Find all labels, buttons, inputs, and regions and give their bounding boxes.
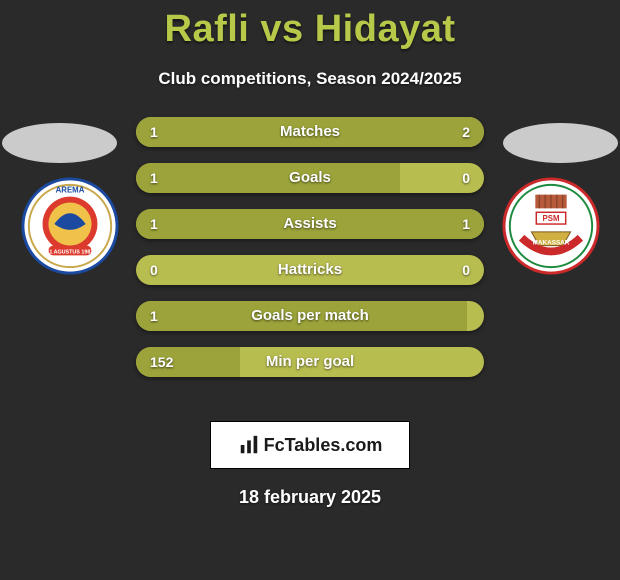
bar-left-value: 1 [150, 301, 158, 331]
stat-row-hattricks: Hattricks0 0 [136, 255, 484, 285]
bar-label: Goals per match [136, 301, 484, 331]
bar-left-value: 152 [150, 347, 173, 377]
page-title: Rafli vs Hidayat [0, 0, 620, 51]
bar-left-value: 0 [150, 255, 158, 285]
stat-row-matches: Matches1 2 [136, 117, 484, 147]
svg-text:11 AGUSTUS 1987: 11 AGUSTUS 1987 [47, 249, 94, 255]
stat-row-goals: Goals1 0 [136, 163, 484, 193]
bar-label: Matches [136, 117, 484, 147]
bar-left-value: 1 [150, 117, 158, 147]
stat-row-min-per-goal: Min per goal152 [136, 347, 484, 377]
bar-right-value: 0 [462, 163, 470, 193]
bar-label: Hattricks [136, 255, 484, 285]
bar-label: Goals [136, 163, 484, 193]
bar-left-value: 1 [150, 209, 158, 239]
bar-right-value: 2 [462, 117, 470, 147]
branding-text: FcTables.com [264, 435, 383, 456]
team-crest-right: PSM MAKASSAR [502, 177, 600, 275]
branding-badge: FcTables.com [210, 421, 410, 469]
bar-label: Min per goal [136, 347, 484, 377]
svg-text:PSM: PSM [543, 214, 560, 223]
svg-text:AREMA: AREMA [56, 186, 85, 195]
bar-right-value: 0 [462, 255, 470, 285]
bar-label: Assists [136, 209, 484, 239]
stat-row-assists: Assists1 1 [136, 209, 484, 239]
team-crest-left: AREMA 11 AGUSTUS 1987 [21, 177, 119, 275]
subtitle: Club competitions, Season 2024/2025 [0, 69, 620, 89]
stat-bars: Matches12Goals10Assists11Hattricks00Goal… [136, 117, 484, 393]
comparison-stage: AREMA 11 AGUSTUS 1987 PSM MAKASSAR Match… [0, 117, 620, 417]
stat-row-goals-per-match: Goals per match1 [136, 301, 484, 331]
player-right-ellipse [503, 123, 618, 163]
svg-text:MAKASSAR: MAKASSAR [533, 240, 570, 247]
chart-icon [238, 434, 260, 456]
bar-right-value: 1 [462, 209, 470, 239]
player-left-ellipse [2, 123, 117, 163]
date-text: 18 february 2025 [0, 487, 620, 508]
bar-left-value: 1 [150, 163, 158, 193]
